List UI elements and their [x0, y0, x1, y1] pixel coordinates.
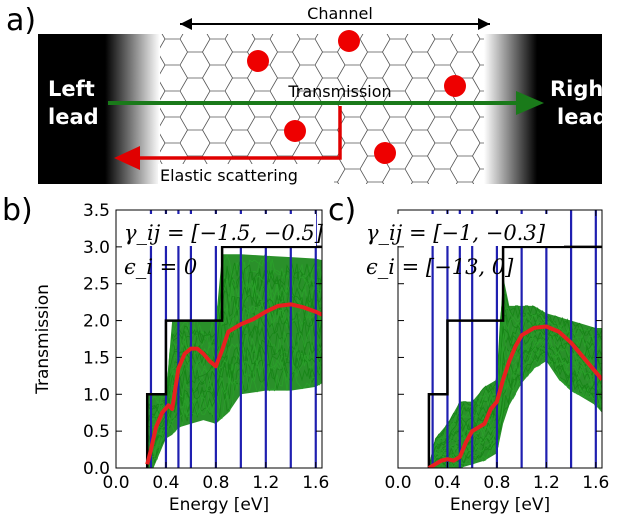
- clean-step-line: [427, 245, 602, 468]
- ensemble-line: [147, 282, 322, 421]
- ensemble-line: [428, 351, 602, 468]
- x-tick-label: 0.8: [483, 473, 510, 493]
- panel-c-label: c): [328, 193, 356, 228]
- y-tick-label: 1.0: [83, 385, 110, 405]
- x-tick-label: 1.2: [252, 473, 279, 493]
- y-tick-label: 3.5: [83, 201, 110, 221]
- plot-b: 0.0 0.4 0.8 1.2 1.6 Energy [eV] 0.0 0.5 1.0 1.5 2.…: [33, 201, 329, 515]
- x-axis-label: Energy [eV]: [450, 495, 550, 515]
- y-tick-label: 0.5: [83, 422, 110, 442]
- channel-label: Channel: [307, 4, 373, 23]
- ensemble-line: [146, 286, 322, 422]
- ensemble-line: [146, 352, 322, 463]
- transmission-arrow: [108, 91, 544, 115]
- y-tick-label: 3.0: [83, 238, 110, 258]
- plot-c-frame: [397, 209, 603, 469]
- channel-double-arrow: [180, 18, 490, 30]
- ensemble-line: [147, 343, 322, 452]
- ensemble-line: [428, 346, 602, 468]
- mean-line: [427, 324, 602, 468]
- plot-c-data: [427, 210, 602, 468]
- plot-c-annotation-gamma: γ_ij = [−1, −0.3]: [366, 221, 546, 245]
- ensemble-line: [147, 276, 322, 418]
- ensemble-line: [146, 293, 322, 428]
- x-tick-label: 1.6: [302, 473, 329, 493]
- impurity-dot: [247, 50, 269, 72]
- ensemble-line: [146, 299, 322, 431]
- panel-a-schematic: a) Channel Left lead Right lead Transmis…: [6, 3, 613, 186]
- y-tick-label: 1.5: [83, 348, 110, 368]
- y-tick-label: 2.0: [83, 312, 110, 332]
- right-lead-block: [484, 34, 602, 184]
- x-axis-label: Energy [eV]: [169, 495, 269, 515]
- y-axis-label: Transmission: [33, 284, 53, 395]
- plot-b-frame: [115, 209, 323, 469]
- plot-b-annotation-gamma: γ_ij = [−1.5, −0.5]: [124, 221, 324, 245]
- plot-b-annotation-epsilon: ϵ_i = 0: [124, 255, 197, 279]
- x-tick-label: 0.4: [152, 473, 179, 493]
- ensemble-line: [146, 257, 322, 407]
- right-lead-label-line1: Right: [550, 77, 613, 101]
- y-tick-label: 2.5: [83, 275, 110, 295]
- x-tick-label: 0.0: [102, 473, 129, 493]
- ensemble-line: [428, 293, 602, 468]
- impurity-dot: [338, 30, 360, 52]
- ensemble-line: [428, 351, 602, 468]
- plot-c-axes: 0.0 0.4 0.8 1.2 1.6 Energy [eV]: [384, 209, 609, 515]
- ensemble-line: [428, 299, 602, 468]
- x-tick-label: 1.2: [533, 473, 560, 493]
- graphene-lattice: [115, 34, 520, 184]
- scattering-label: Elastic scattering: [160, 166, 298, 185]
- impurity-dot: [374, 142, 396, 164]
- transmission-label: Transmission: [287, 82, 391, 101]
- left-lead-label-line1: Left: [48, 77, 95, 101]
- ensemble-line: [428, 353, 602, 468]
- plot-b-axes: 0.0 0.4 0.8 1.2 1.6 Energy [eV] 0.0 0.5 1.0 1.5 2.…: [33, 201, 329, 515]
- mean-line: [145, 302, 322, 465]
- ensemble-line: [146, 269, 322, 410]
- panel-a-label: a): [6, 3, 36, 38]
- panel-b-label: b): [2, 193, 33, 228]
- ensemble-line: [146, 355, 322, 460]
- impurity-dot: [444, 75, 466, 97]
- x-tick-label: 1.6: [582, 473, 609, 493]
- x-tick-label: 0.4: [434, 473, 461, 493]
- ensemble-line: [428, 338, 602, 468]
- right-lead-label-line2: lead: [557, 105, 608, 129]
- annotation-box: [364, 214, 564, 246]
- annotation-box: [120, 214, 316, 246]
- plot-c: 0.0 0.4 0.8 1.2 1.6 Energy [eV] γ_ij = [−1, −…: [364, 209, 609, 515]
- plot-b-data: [145, 210, 322, 468]
- x-tick-label: 0.0: [384, 473, 411, 493]
- clean-step-line: [145, 245, 322, 468]
- ensemble-line: [146, 261, 322, 409]
- scattering-arrow: [114, 106, 342, 170]
- left-lead-label-line2: lead: [48, 105, 99, 129]
- scattering-label-bg: [158, 164, 334, 186]
- plot-c-annotation-epsilon: ϵ_i = [−13, 0]: [366, 255, 514, 279]
- x-tick-label: 0.8: [202, 473, 229, 493]
- ensemble-line: [428, 311, 602, 468]
- y-tick-label: 0.0: [83, 459, 110, 479]
- impurity-dot: [284, 120, 306, 142]
- ensemble-line: [428, 335, 602, 468]
